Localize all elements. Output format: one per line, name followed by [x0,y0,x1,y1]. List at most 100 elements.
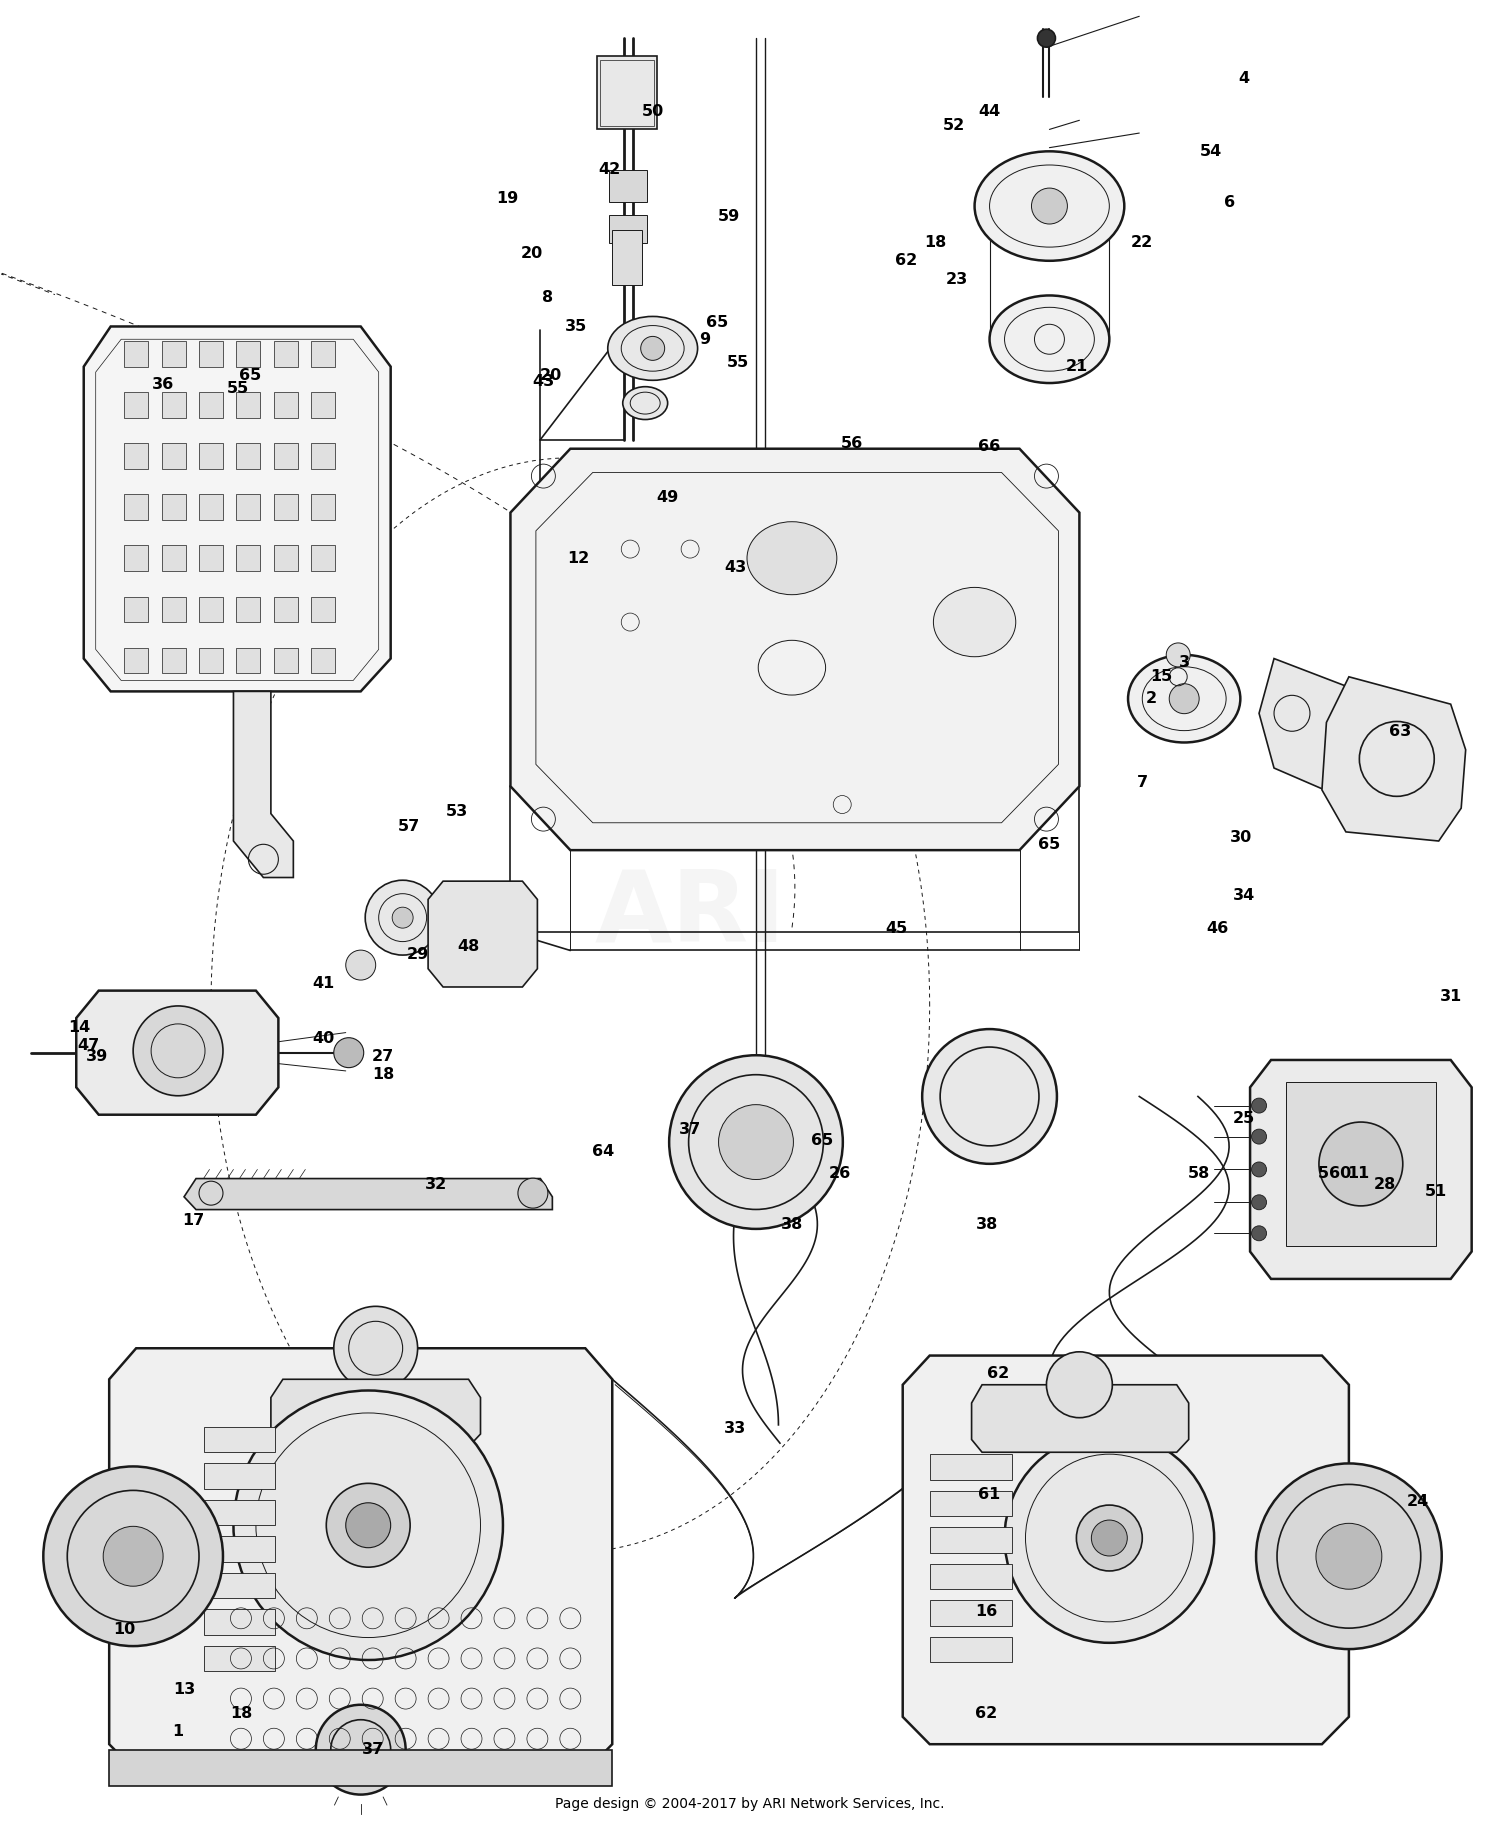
Bar [930,1526,1013,1552]
Circle shape [346,1503,390,1548]
Bar [274,494,298,519]
Circle shape [1318,1122,1402,1206]
Bar [312,647,336,673]
Text: 30: 30 [1230,830,1252,845]
Text: 23: 23 [945,272,968,287]
Ellipse shape [990,296,1110,384]
Bar [110,1749,612,1786]
Bar [274,596,298,622]
Bar [237,596,261,622]
Polygon shape [184,1179,552,1210]
Circle shape [1077,1504,1143,1570]
Polygon shape [1250,1060,1472,1280]
Text: 41: 41 [312,976,334,991]
Text: 43: 43 [532,373,555,389]
Text: 20: 20 [540,367,562,384]
Text: 28: 28 [1374,1177,1396,1192]
Bar [312,393,336,419]
Text: 64: 64 [592,1144,615,1159]
Text: 24: 24 [1407,1493,1430,1510]
Text: 44: 44 [978,104,1000,119]
Circle shape [1251,1196,1266,1210]
Bar [274,442,298,468]
Polygon shape [110,1349,612,1771]
Text: 19: 19 [496,192,519,207]
Bar [204,1499,276,1525]
Circle shape [1251,1099,1266,1113]
Text: 37: 37 [362,1742,384,1757]
Bar [204,1609,276,1634]
Text: 51: 51 [1425,1185,1448,1199]
Text: 62: 62 [894,254,916,269]
Text: 62: 62 [987,1366,1010,1382]
Text: 42: 42 [598,163,621,177]
Text: 4: 4 [1239,71,1250,86]
Bar [200,647,223,673]
Bar [237,647,261,673]
Text: 45: 45 [885,921,908,936]
Bar [200,342,223,367]
Text: 48: 48 [458,940,480,954]
Text: 18: 18 [924,236,946,250]
Circle shape [1092,1521,1128,1556]
Circle shape [1038,29,1056,48]
Text: 13: 13 [172,1682,195,1696]
Text: 34: 34 [1233,888,1256,903]
Bar [312,596,336,622]
Text: 58: 58 [1188,1166,1210,1181]
Circle shape [1251,1130,1266,1144]
Circle shape [1251,1163,1266,1177]
Text: 65: 65 [810,1133,832,1148]
Bar [204,1462,276,1488]
Bar [237,494,261,519]
Polygon shape [84,327,390,691]
Ellipse shape [933,587,1016,656]
Text: 26: 26 [828,1166,850,1181]
Bar [124,545,148,570]
Bar [274,393,298,419]
Text: 3: 3 [1179,654,1190,669]
Circle shape [234,1391,503,1660]
Text: 6: 6 [1224,196,1234,210]
Bar [200,545,223,570]
Circle shape [1168,684,1198,713]
Text: 27: 27 [372,1049,394,1064]
Ellipse shape [608,316,698,380]
Bar [204,1645,276,1671]
Circle shape [104,1526,164,1587]
Circle shape [392,907,412,929]
Text: 29: 29 [406,947,429,962]
Bar [274,647,298,673]
Circle shape [1005,1433,1214,1643]
Bar [162,545,186,570]
Text: 49: 49 [657,490,680,506]
Polygon shape [972,1386,1188,1451]
Circle shape [640,336,664,360]
Bar [124,596,148,622]
Circle shape [364,881,440,954]
Bar [162,442,186,468]
Circle shape [1316,1523,1382,1589]
Bar [162,647,186,673]
Circle shape [1166,643,1190,667]
Text: 1: 1 [172,1724,183,1738]
Polygon shape [903,1356,1348,1744]
Circle shape [327,1483,410,1567]
Text: 2: 2 [1146,691,1156,706]
Text: 8: 8 [543,291,554,305]
Polygon shape [76,991,279,1115]
Bar [204,1572,276,1598]
Text: 33: 33 [724,1420,746,1437]
Text: 38: 38 [975,1217,998,1232]
Bar [162,596,186,622]
Bar [930,1453,1013,1479]
Text: 17: 17 [182,1214,204,1228]
Text: 54: 54 [1200,144,1222,159]
Text: 65: 65 [1038,837,1060,852]
Bar [930,1636,1013,1662]
Bar [274,545,298,570]
Bar [124,442,148,468]
Text: 18: 18 [372,1068,394,1082]
Bar [312,545,336,570]
Text: 59: 59 [718,210,740,225]
